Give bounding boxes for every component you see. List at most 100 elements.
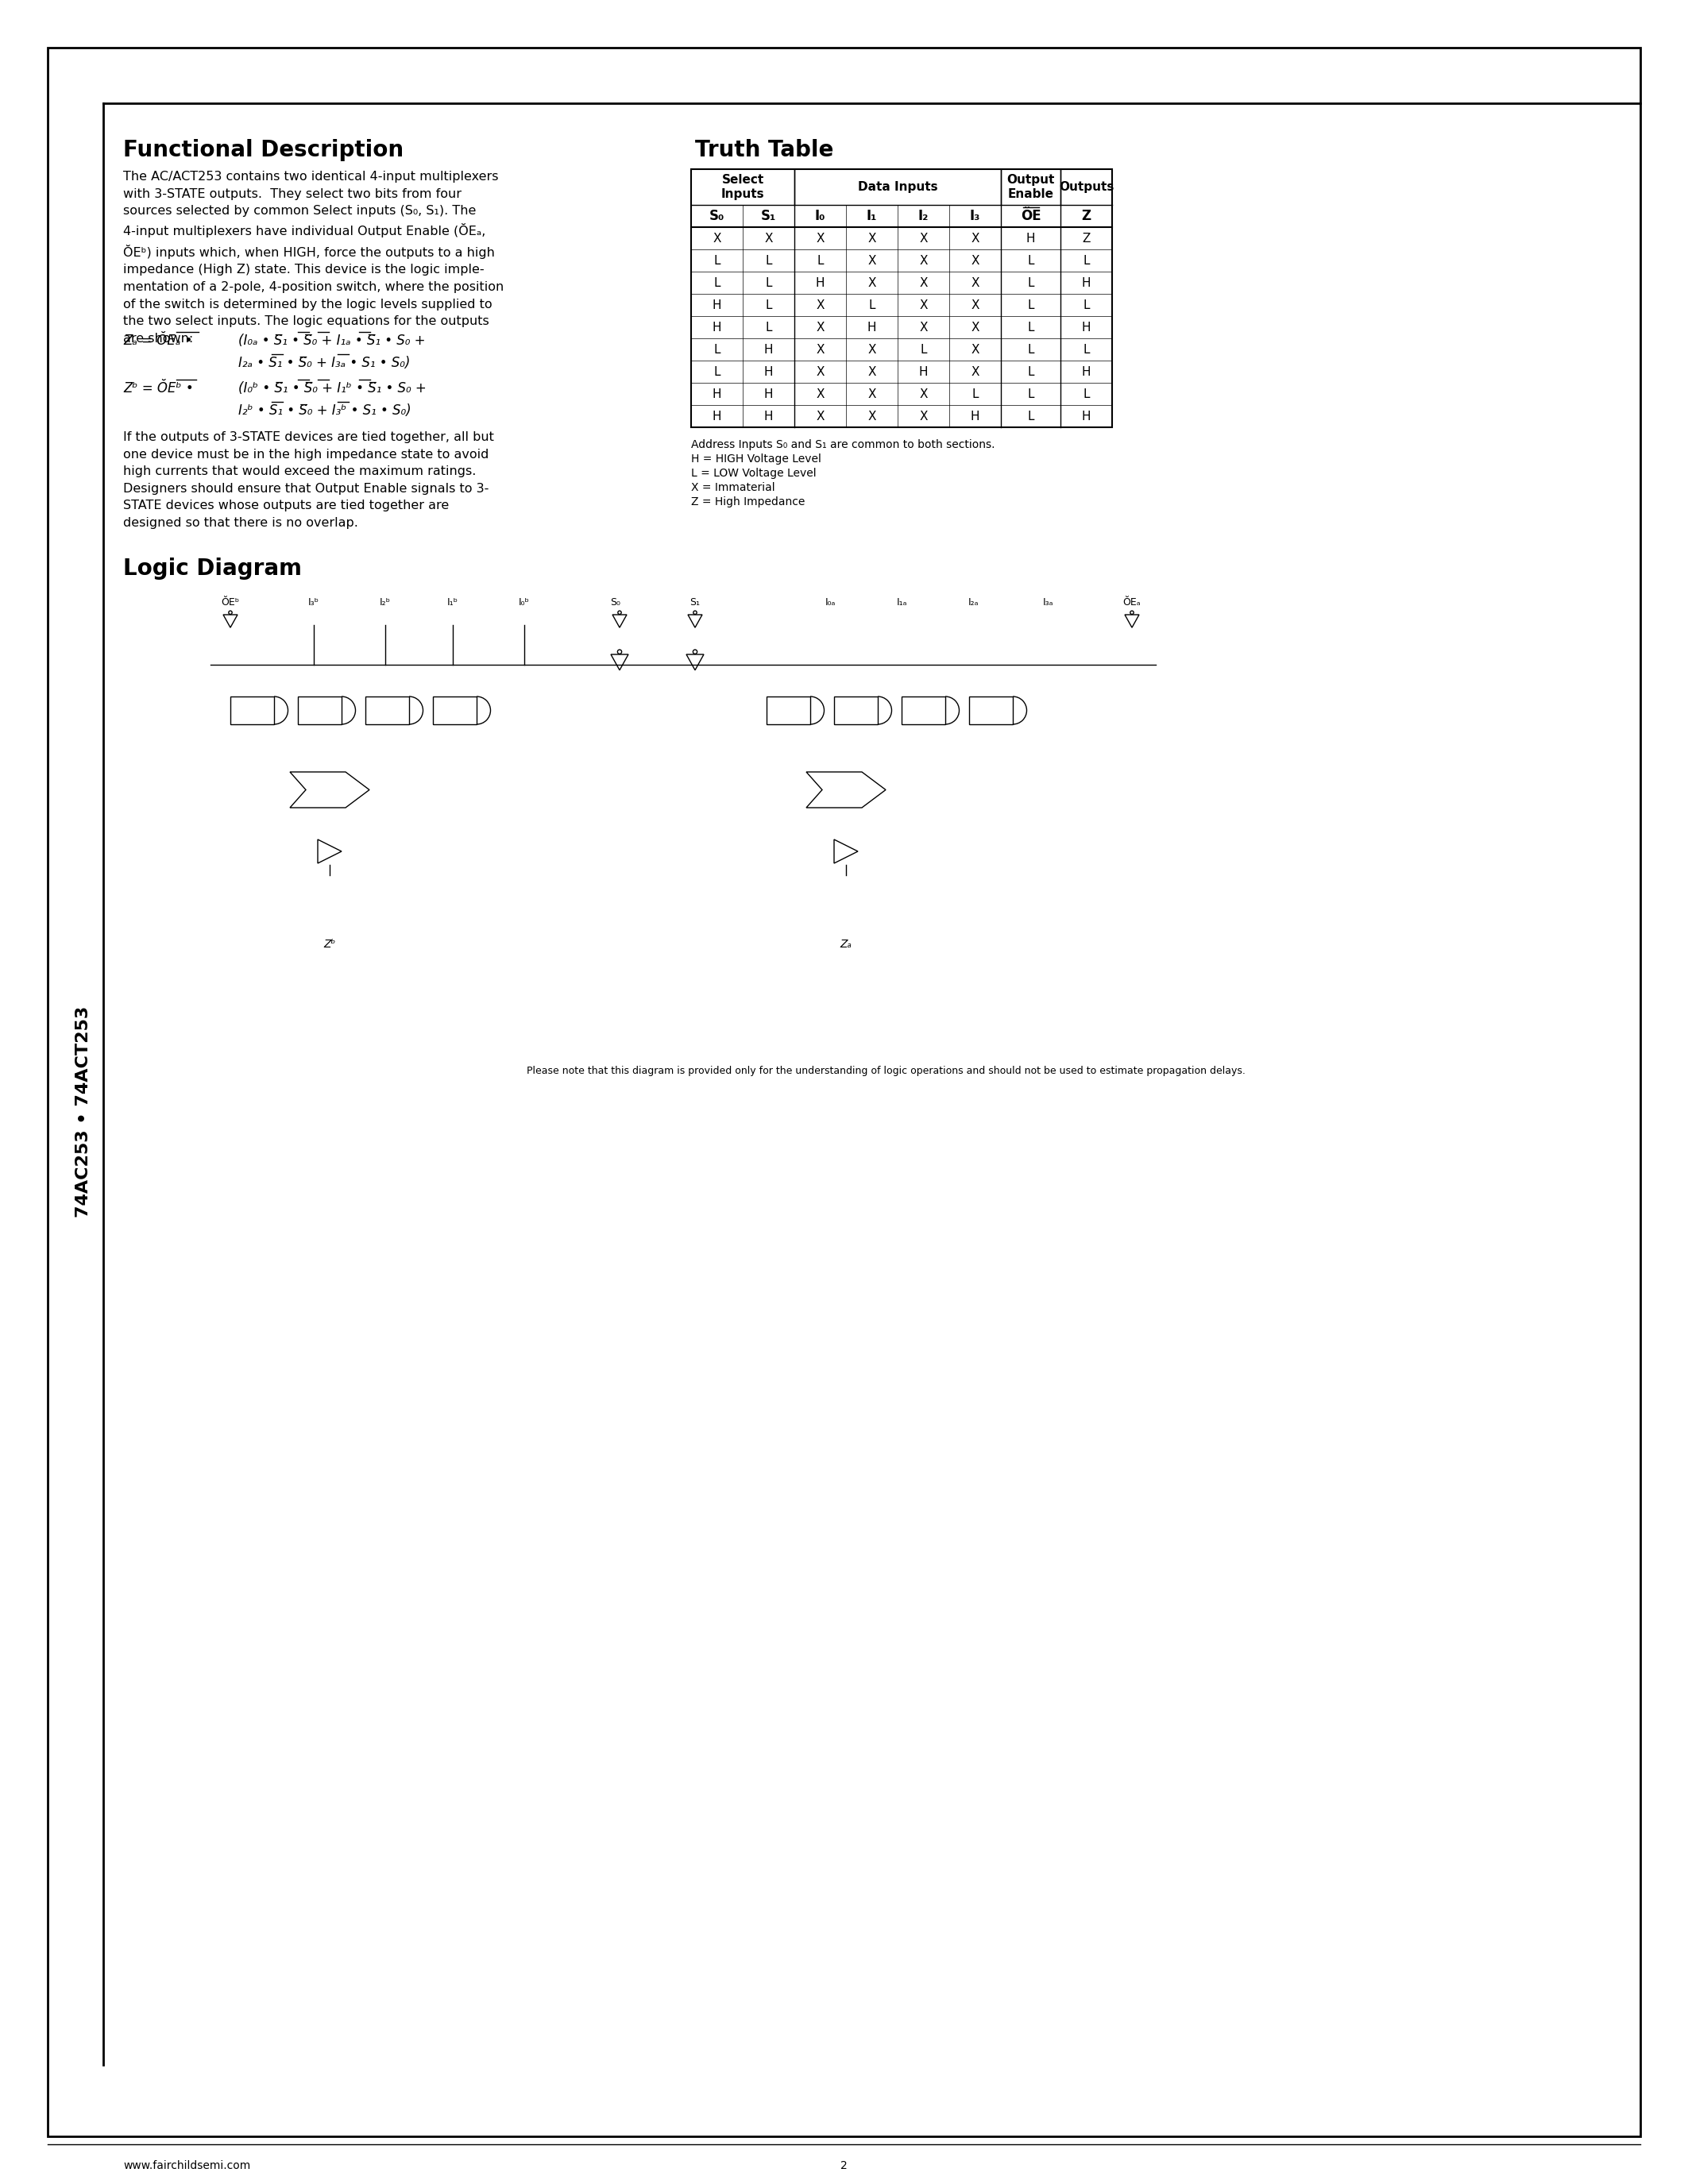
- Text: I₁ᵇ: I₁ᵇ: [447, 596, 459, 607]
- Text: X: X: [815, 389, 824, 400]
- Text: H: H: [1026, 232, 1035, 245]
- FancyBboxPatch shape: [834, 697, 878, 725]
- Text: L: L: [765, 321, 771, 334]
- Text: Truth Table: Truth Table: [695, 140, 834, 162]
- Text: X: X: [868, 411, 876, 422]
- Text: L: L: [1084, 389, 1090, 400]
- Text: X: X: [868, 389, 876, 400]
- Text: X: X: [815, 299, 824, 310]
- Text: www.fairchildsemi.com: www.fairchildsemi.com: [123, 2160, 250, 2171]
- Text: L: L: [1028, 411, 1035, 422]
- Text: X: X: [868, 365, 876, 378]
- Text: X: X: [971, 365, 979, 378]
- Text: If the outputs of 3-STATE devices are tied together, all but
one device must be : If the outputs of 3-STATE devices are ti…: [123, 430, 495, 529]
- Text: L: L: [1028, 365, 1035, 378]
- FancyBboxPatch shape: [901, 697, 945, 725]
- Text: H: H: [1082, 411, 1090, 422]
- Text: X: X: [815, 411, 824, 422]
- Text: H: H: [815, 277, 825, 288]
- Text: X: X: [920, 389, 928, 400]
- Text: H: H: [765, 411, 773, 422]
- Text: I₃: I₃: [969, 210, 981, 223]
- Text: L: L: [714, 365, 721, 378]
- Text: 2: 2: [841, 2160, 847, 2171]
- Text: I₂: I₂: [918, 210, 928, 223]
- Text: Z: Z: [1082, 210, 1090, 223]
- Text: L: L: [1084, 299, 1090, 310]
- Text: (I₀ᵇ • S̅₁ • S̅₀ + I₁ᵇ • S̅₁ • S₀ +: (I₀ᵇ • S̅₁ • S̅₀ + I₁ᵇ • S̅₁ • S₀ +: [238, 382, 427, 395]
- Text: H = HIGH Voltage Level: H = HIGH Voltage Level: [690, 454, 822, 465]
- Text: Select
Inputs: Select Inputs: [721, 175, 765, 201]
- Text: L: L: [1028, 256, 1035, 266]
- Text: H: H: [918, 365, 928, 378]
- Text: I₃ₐ: I₃ₐ: [1043, 596, 1053, 607]
- Text: ŎEₐ: ŎEₐ: [1123, 596, 1141, 607]
- Text: X: X: [920, 256, 928, 266]
- Text: X: X: [971, 232, 979, 245]
- Text: X: X: [868, 343, 876, 356]
- Text: L: L: [1084, 256, 1090, 266]
- Text: X: X: [868, 277, 876, 288]
- Text: Zᵇ: Zᵇ: [324, 939, 336, 950]
- Text: L: L: [817, 256, 824, 266]
- Text: I₀ₐ: I₀ₐ: [825, 596, 836, 607]
- Text: L: L: [920, 343, 927, 356]
- Text: L: L: [714, 343, 721, 356]
- Text: (I₀ₐ • S̅₁ • S̅₀ + I₁ₐ • S̅₁ • S₀ +: (I₀ₐ • S̅₁ • S̅₀ + I₁ₐ • S̅₁ • S₀ +: [238, 334, 425, 347]
- Text: Logic Diagram: Logic Diagram: [123, 557, 302, 579]
- Text: H: H: [1082, 365, 1090, 378]
- Text: X: X: [971, 343, 979, 356]
- Text: L: L: [868, 299, 874, 310]
- Text: I₂ₐ • S₁ • S̅₀ + I₃ₐ • S₁ • S₀): I₂ₐ • S₁ • S̅₀ + I₃ₐ • S₁ • S₀): [238, 356, 410, 369]
- Text: L: L: [765, 277, 771, 288]
- Text: X: X: [920, 277, 928, 288]
- Text: I₀ᵇ: I₀ᵇ: [518, 596, 530, 607]
- Text: L: L: [765, 256, 771, 266]
- Text: Outputs: Outputs: [1058, 181, 1114, 192]
- Text: Z: Z: [1082, 232, 1090, 245]
- Text: X: X: [971, 277, 979, 288]
- Text: The AC/ACT253 contains two identical 4-input multiplexers
with 3-STATE outputs. : The AC/ACT253 contains two identical 4-i…: [123, 170, 503, 345]
- Text: H: H: [1082, 277, 1090, 288]
- Text: S₀: S₀: [709, 210, 724, 223]
- Text: H: H: [971, 411, 979, 422]
- Text: I₃ᵇ: I₃ᵇ: [309, 596, 319, 607]
- FancyBboxPatch shape: [297, 697, 341, 725]
- Text: L: L: [714, 256, 721, 266]
- FancyBboxPatch shape: [365, 697, 408, 725]
- FancyBboxPatch shape: [432, 697, 476, 725]
- FancyBboxPatch shape: [230, 697, 273, 725]
- Text: Zᵇ = ŎEᵇ •: Zᵇ = ŎEᵇ •: [123, 382, 194, 395]
- Text: Output
Enable: Output Enable: [1006, 175, 1055, 201]
- Text: X: X: [971, 321, 979, 334]
- Text: X: X: [920, 411, 928, 422]
- Text: H: H: [765, 389, 773, 400]
- Text: X = Immaterial: X = Immaterial: [690, 483, 775, 494]
- Text: L: L: [1084, 343, 1090, 356]
- FancyBboxPatch shape: [969, 697, 1013, 725]
- Text: X: X: [868, 232, 876, 245]
- Text: I₂ₐ: I₂ₐ: [967, 596, 979, 607]
- Text: H: H: [712, 321, 721, 334]
- Text: Zₐ: Zₐ: [841, 939, 852, 950]
- Text: I₁ₐ: I₁ₐ: [896, 596, 906, 607]
- Text: S₀: S₀: [611, 596, 621, 607]
- Text: I₁: I₁: [866, 210, 878, 223]
- Text: X: X: [815, 321, 824, 334]
- Text: L: L: [1028, 277, 1035, 288]
- Text: S₁: S₁: [761, 210, 776, 223]
- FancyBboxPatch shape: [766, 697, 810, 725]
- Text: ŎE: ŎE: [1021, 210, 1041, 223]
- Text: X: X: [920, 321, 928, 334]
- Text: I₀: I₀: [815, 210, 825, 223]
- Text: H: H: [1082, 321, 1090, 334]
- Text: L: L: [1028, 343, 1035, 356]
- Text: L: L: [1028, 389, 1035, 400]
- Text: X: X: [971, 256, 979, 266]
- Text: L: L: [1028, 321, 1035, 334]
- Text: X: X: [815, 365, 824, 378]
- Text: X: X: [712, 232, 721, 245]
- Text: I₂ᵇ: I₂ᵇ: [380, 596, 392, 607]
- Text: X: X: [815, 232, 824, 245]
- Text: X: X: [868, 256, 876, 266]
